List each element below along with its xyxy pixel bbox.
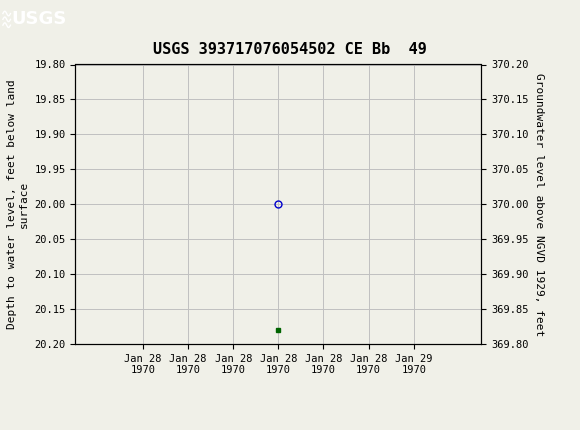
Text: USGS 393717076054502 CE Bb  49: USGS 393717076054502 CE Bb 49 [153,42,427,57]
Legend: Period of approved data: Period of approved data [188,427,369,430]
Y-axis label: Depth to water level, feet below land
surface: Depth to water level, feet below land su… [8,80,29,329]
Y-axis label: Groundwater level above NGVD 1929, feet: Groundwater level above NGVD 1929, feet [534,73,544,336]
Text: USGS: USGS [12,10,67,28]
